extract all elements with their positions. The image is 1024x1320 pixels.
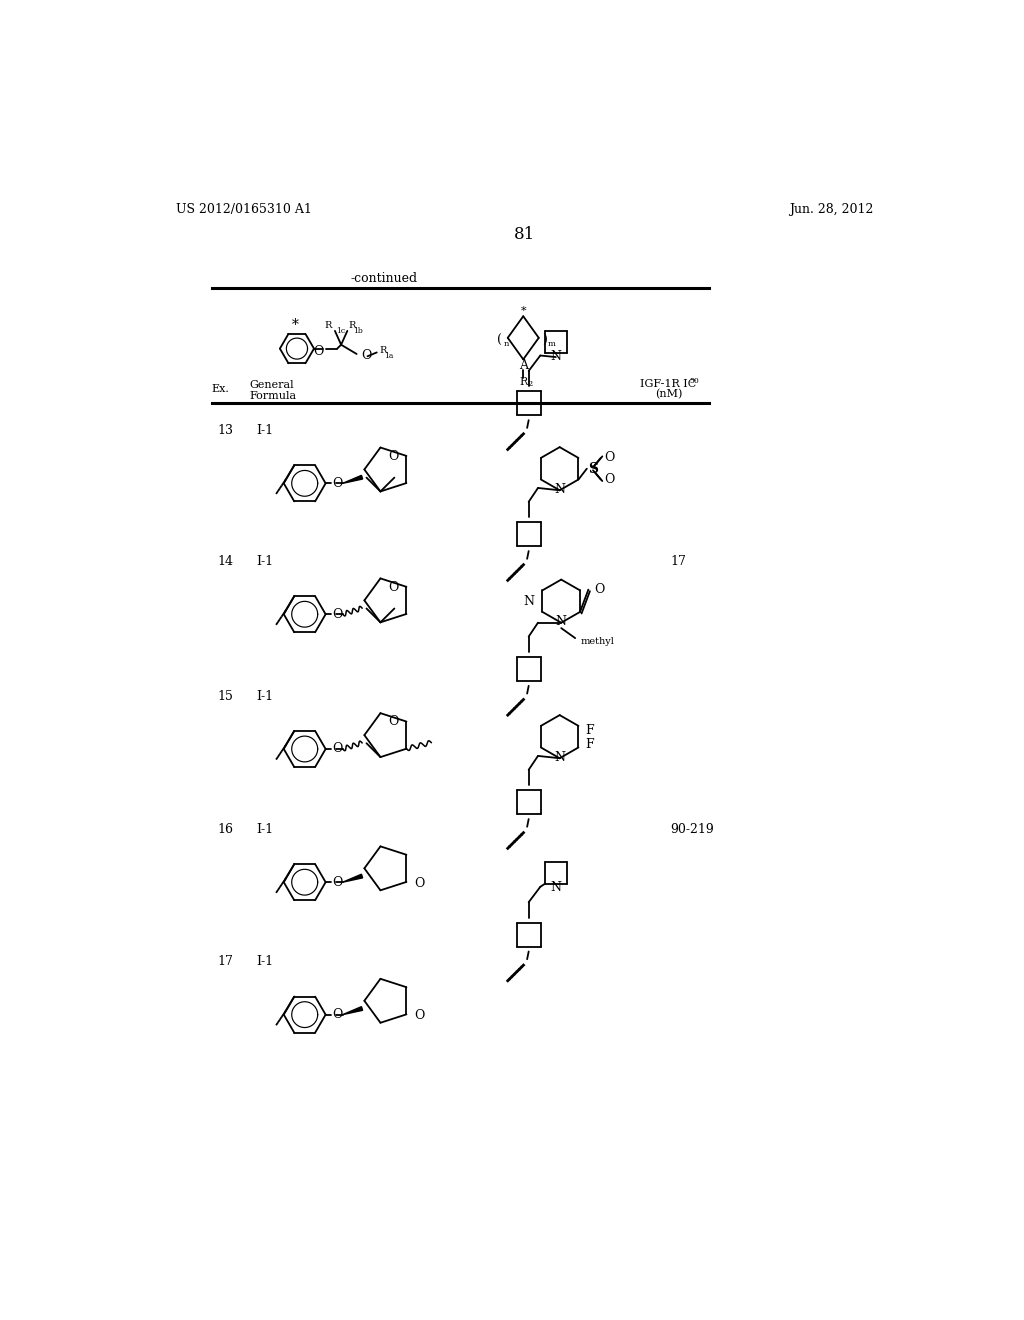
Text: A: A <box>519 359 527 372</box>
Text: R: R <box>349 321 356 330</box>
Text: Ex.: Ex. <box>212 384 229 393</box>
Text: Formula: Formula <box>250 391 297 401</box>
Text: I-1: I-1 <box>256 689 273 702</box>
Text: O: O <box>332 875 342 888</box>
Text: 14: 14 <box>217 554 233 568</box>
Text: F: F <box>586 738 594 751</box>
Text: methyl: methyl <box>581 636 614 645</box>
Polygon shape <box>343 874 362 882</box>
Text: *: * <box>292 318 299 333</box>
Text: N: N <box>556 615 566 628</box>
Text: -continued: -continued <box>350 272 418 285</box>
Text: 17: 17 <box>217 956 233 969</box>
Text: 90-219: 90-219 <box>671 822 715 836</box>
Text: 1b: 1b <box>353 327 364 335</box>
Polygon shape <box>343 1007 362 1015</box>
Text: N: N <box>550 350 561 363</box>
Text: 50: 50 <box>689 378 698 385</box>
Text: N: N <box>554 751 565 763</box>
Text: m: m <box>548 341 556 348</box>
Text: 15: 15 <box>217 689 233 702</box>
Text: 81: 81 <box>514 226 536 243</box>
Text: F: F <box>586 723 594 737</box>
Text: Jun. 28, 2012: Jun. 28, 2012 <box>790 203 873 216</box>
Text: O: O <box>361 348 372 362</box>
Text: (: ( <box>497 334 502 347</box>
Text: O: O <box>604 473 614 486</box>
Text: N: N <box>550 880 561 894</box>
Text: ): ) <box>543 334 548 347</box>
Text: 1a: 1a <box>385 352 394 360</box>
Text: N: N <box>523 594 535 607</box>
Text: O: O <box>332 742 342 755</box>
Text: O: O <box>313 345 324 358</box>
Text: I-1: I-1 <box>256 554 273 568</box>
Text: 2: 2 <box>527 380 532 388</box>
Text: O: O <box>595 583 605 597</box>
Text: O: O <box>388 450 398 463</box>
Text: O: O <box>414 1010 425 1023</box>
Text: US 2012/0165310 A1: US 2012/0165310 A1 <box>176 203 312 216</box>
Text: O: O <box>388 715 398 729</box>
Text: O: O <box>332 607 342 620</box>
Text: I-1: I-1 <box>256 822 273 836</box>
Text: 1c: 1c <box>336 327 345 335</box>
Text: O: O <box>414 876 425 890</box>
Text: R: R <box>380 346 387 355</box>
Text: IGF-1R IC: IGF-1R IC <box>640 379 695 388</box>
Text: R: R <box>519 378 527 388</box>
Text: (nM): (nM) <box>655 389 682 400</box>
Text: R: R <box>325 321 332 330</box>
Text: I-1: I-1 <box>256 956 273 969</box>
Text: General: General <box>250 380 294 391</box>
Text: N: N <box>554 483 565 496</box>
Text: O: O <box>332 1008 342 1022</box>
Polygon shape <box>343 475 362 483</box>
Text: n: n <box>504 341 509 348</box>
Text: 13: 13 <box>217 424 233 437</box>
Text: 16: 16 <box>217 822 233 836</box>
Text: 17: 17 <box>671 554 686 568</box>
Text: O: O <box>388 581 398 594</box>
Text: I-1: I-1 <box>256 424 273 437</box>
Text: O: O <box>332 477 342 490</box>
Text: *: * <box>520 306 526 315</box>
Text: O: O <box>604 451 614 465</box>
Text: S: S <box>589 462 598 475</box>
